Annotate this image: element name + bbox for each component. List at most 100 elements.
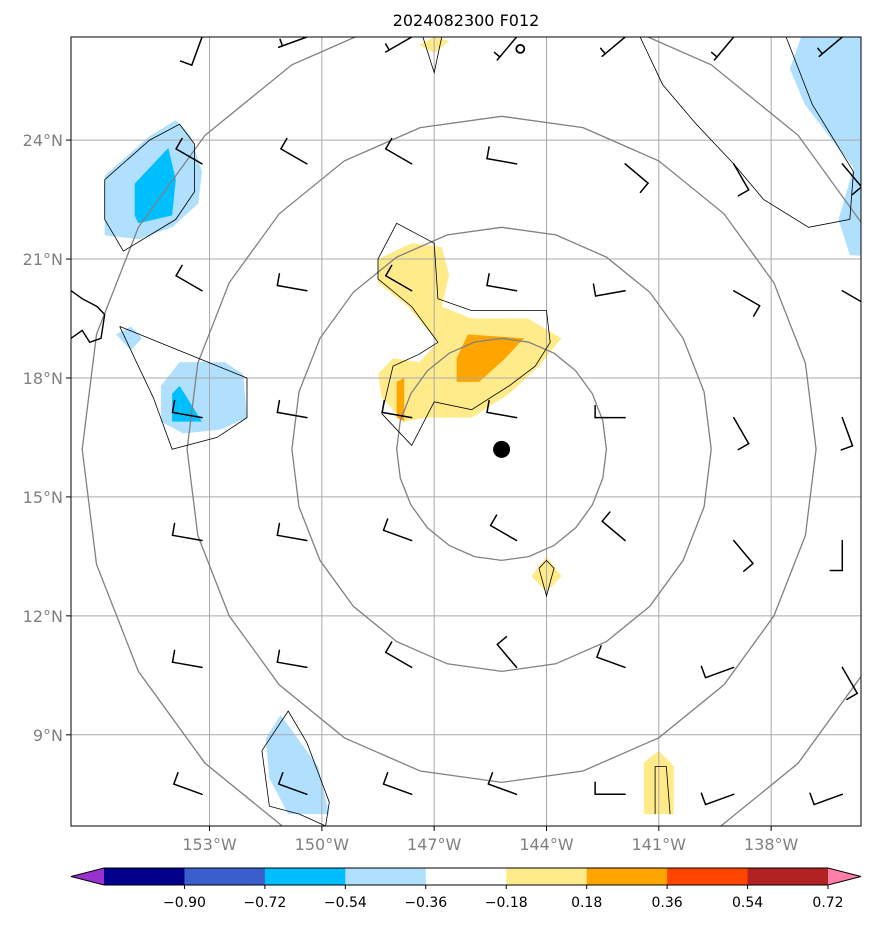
barb-staff bbox=[496, 37, 518, 61]
wind-barb-24 bbox=[486, 399, 518, 419]
wind-barb-35 bbox=[171, 649, 203, 669]
barb-flag bbox=[486, 146, 490, 160]
wind-barb-15 bbox=[276, 272, 308, 292]
wind-barb-47 bbox=[700, 792, 735, 806]
barb-staff bbox=[280, 148, 308, 165]
wind-barb-3 bbox=[493, 37, 518, 61]
barb-staff bbox=[624, 163, 649, 184]
barb-flag bbox=[280, 137, 288, 150]
barb-flag bbox=[384, 137, 393, 150]
contour-line-1 bbox=[119, 326, 248, 450]
barb-staff bbox=[489, 524, 518, 542]
x-tick-label-5: 138°W bbox=[744, 835, 799, 854]
wind-barb-25 bbox=[594, 404, 626, 419]
barb-flag bbox=[171, 399, 176, 414]
contour-line-7 bbox=[261, 710, 330, 826]
barb-staff bbox=[594, 289, 626, 297]
barb-staff bbox=[384, 651, 413, 669]
barb-flag bbox=[487, 771, 494, 785]
barb-flag bbox=[846, 692, 859, 701]
colorbar-label-8: 0.72 bbox=[812, 895, 843, 911]
contour-line-5 bbox=[538, 559, 555, 598]
wind-barb-8 bbox=[280, 137, 308, 165]
barb-flag bbox=[737, 442, 750, 451]
wind-barb-6 bbox=[817, 37, 844, 58]
contour-line-0 bbox=[104, 123, 196, 252]
wind-barb-33 bbox=[732, 539, 754, 572]
barb-flag bbox=[384, 641, 393, 654]
barb-flag bbox=[596, 645, 602, 658]
barb-staff bbox=[384, 148, 413, 165]
colorbar-segment-3 bbox=[345, 868, 427, 885]
barb-flag bbox=[743, 562, 754, 572]
colorbar-segment-5 bbox=[506, 868, 588, 885]
center-markers bbox=[493, 43, 526, 458]
range-ring-2 bbox=[186, 115, 817, 784]
barb-flag bbox=[700, 665, 707, 679]
x-axis-ticks: 153°W 150°W 147°W 144°W 141°W 138°W bbox=[182, 826, 799, 854]
barb-flag bbox=[840, 445, 854, 451]
barb-flag bbox=[175, 264, 183, 277]
barb-flag bbox=[752, 304, 761, 317]
barb-flag bbox=[710, 51, 718, 58]
barb-staff bbox=[486, 284, 518, 292]
chart-title: 2024082300 F012 bbox=[393, 11, 540, 30]
barb-flag bbox=[599, 47, 606, 55]
barb-staff bbox=[841, 666, 859, 695]
shaded-region-8 bbox=[378, 243, 562, 422]
barb-staff bbox=[277, 37, 308, 49]
wind-barb-0 bbox=[179, 37, 203, 66]
range-ring-0 bbox=[396, 337, 608, 562]
barb-staff bbox=[596, 656, 626, 669]
y-tick-label-2: 15°N bbox=[23, 488, 63, 507]
barb-staff bbox=[841, 163, 861, 188]
colorbar-label-1: −0.72 bbox=[243, 895, 286, 911]
wind-barb-41 bbox=[841, 666, 859, 701]
wind-barb-7 bbox=[175, 137, 203, 165]
barb-flag bbox=[601, 511, 611, 522]
wind-barb-11 bbox=[624, 163, 649, 194]
barb-staff bbox=[704, 793, 735, 806]
plot-frame bbox=[70, 36, 862, 827]
wind-barb-27 bbox=[840, 416, 854, 451]
wind-barb-31 bbox=[489, 514, 518, 542]
barb-flag bbox=[173, 771, 179, 785]
barb-staff bbox=[486, 157, 518, 165]
wind-barb-23 bbox=[381, 399, 413, 419]
wind-barb-30 bbox=[382, 518, 413, 542]
x-tick-label-1: 150°W bbox=[295, 835, 350, 854]
wind-barb-45 bbox=[487, 771, 518, 796]
barb-staff bbox=[175, 148, 203, 165]
y-axis-ticks: 9°N 12°N 15°N 18°N 21°N 24°N bbox=[23, 131, 71, 745]
barb-staff bbox=[276, 661, 308, 669]
colorbar-segment-2 bbox=[264, 868, 346, 885]
range-ring-3 bbox=[81, 37, 861, 826]
barb-staff bbox=[276, 534, 308, 542]
colorbar-label-2: −0.54 bbox=[324, 895, 367, 911]
barb-flag bbox=[276, 522, 281, 537]
barb-flag bbox=[276, 399, 281, 414]
contour-line-6 bbox=[654, 766, 671, 815]
y-tick-label-0: 9°N bbox=[33, 726, 63, 745]
colorbar-label-5: 0.18 bbox=[571, 895, 602, 911]
colorbar-segment-8 bbox=[747, 868, 829, 885]
wind-barbs bbox=[171, 37, 861, 806]
barb-staff bbox=[496, 643, 518, 669]
x-tick-label-3: 144°W bbox=[519, 835, 574, 854]
barb-staff bbox=[173, 783, 203, 796]
barb-staff bbox=[601, 520, 626, 542]
colorbar-label-7: 0.54 bbox=[732, 895, 763, 911]
wind-barb-46 bbox=[594, 781, 626, 796]
shaded-region-1 bbox=[134, 148, 176, 224]
wind-barb-16 bbox=[384, 264, 413, 292]
barb-staff bbox=[732, 163, 750, 191]
colorbar-segment-0 bbox=[104, 868, 185, 885]
y-tick-label-4: 21°N bbox=[23, 250, 63, 269]
shaded-region-10 bbox=[396, 378, 405, 422]
barb-staff bbox=[732, 539, 754, 565]
storm-center-marker bbox=[493, 440, 511, 458]
barb-staff bbox=[818, 37, 844, 58]
wind-barb-21 bbox=[171, 399, 203, 419]
wind-barb-28 bbox=[171, 522, 203, 542]
